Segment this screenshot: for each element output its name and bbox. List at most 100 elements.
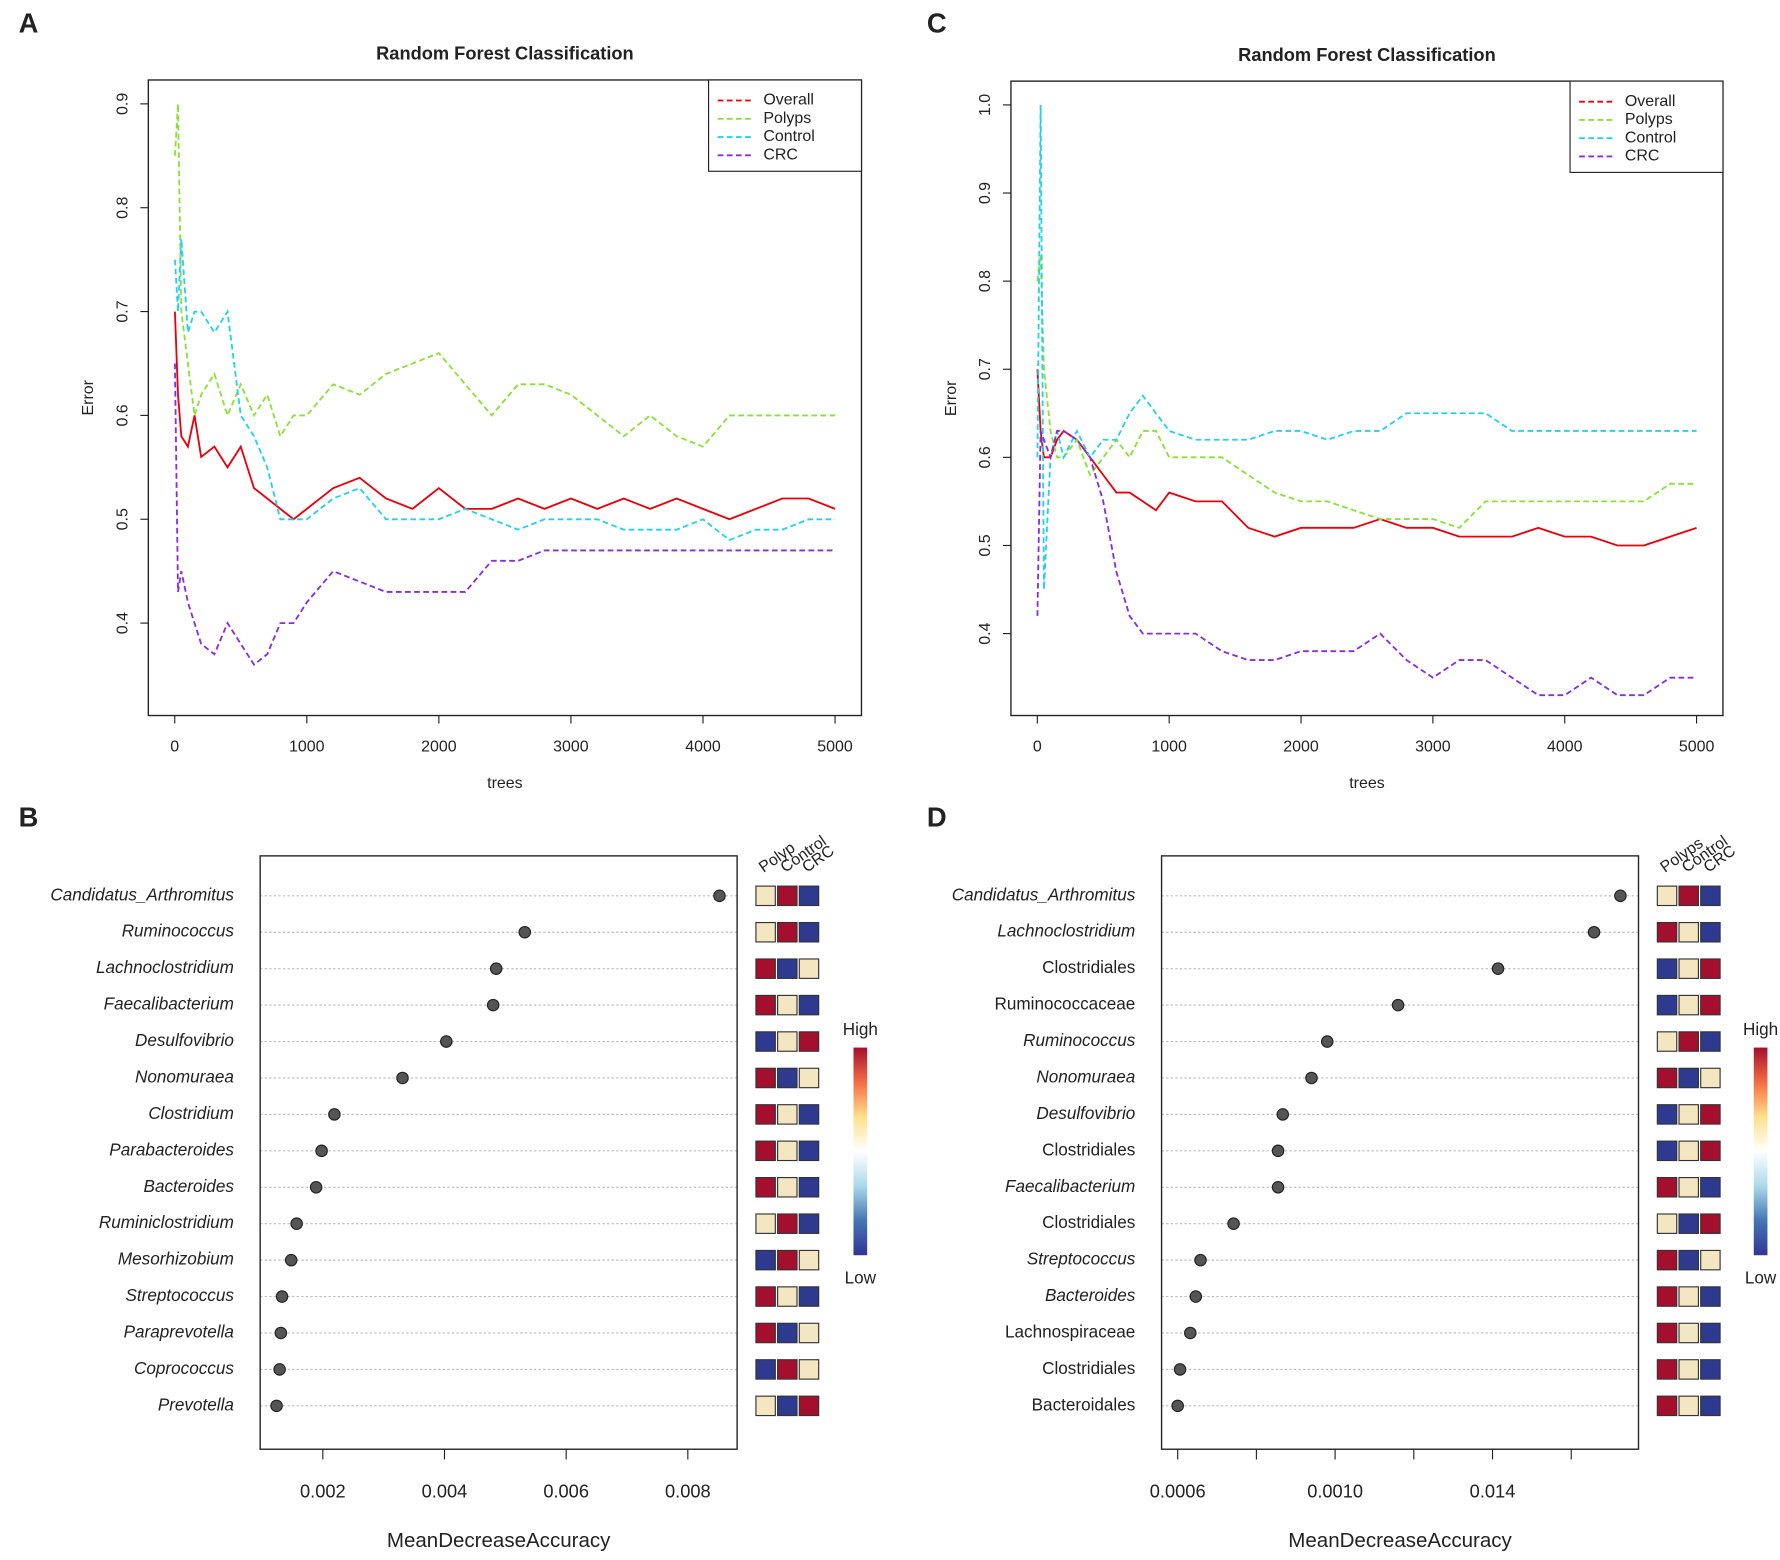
colorbar-low: Low [845, 1269, 877, 1288]
x-tick-label: 5000 [817, 739, 853, 756]
heat-cell [1678, 1249, 1699, 1271]
heat-cell [1700, 1286, 1721, 1307]
heat-cell [1700, 1067, 1721, 1089]
dot [328, 1108, 341, 1121]
plot-frame [147, 79, 863, 717]
category-label: Clostridiales [1042, 1213, 1135, 1232]
category-label: Streptococcus [125, 1286, 234, 1305]
heat-cell [1700, 1176, 1721, 1198]
category-label: Candidatus_Arthromitus [952, 885, 1136, 904]
heat-cell [777, 994, 798, 1016]
heat-cell [1656, 885, 1678, 907]
series-line [1036, 254, 1697, 529]
panel-letter: C [927, 7, 947, 38]
heat-cell [1700, 1104, 1721, 1125]
heat-cell [1700, 958, 1721, 979]
x-tick-label: 2000 [421, 739, 457, 756]
x-tick-label: 5000 [1679, 739, 1715, 756]
heat-cell [777, 1176, 798, 1198]
category-label: Clostridiales [1042, 958, 1135, 977]
x-axis-label: MeanDecreaseAccuracy [387, 1529, 611, 1552]
heat-cell [798, 1176, 820, 1198]
heat-cell [1656, 1322, 1678, 1344]
y-tick-label: 0.9 [114, 93, 131, 115]
plot-frame [1160, 855, 1640, 1450]
heat-cell [777, 921, 798, 943]
heat-cell [798, 1213, 820, 1234]
dot [275, 1290, 289, 1303]
y-tick-label: 0.6 [977, 446, 994, 468]
heat-cell [1700, 994, 1721, 1016]
heat-cell [755, 1249, 776, 1271]
series-line [174, 238, 836, 542]
heat-cell [755, 1359, 776, 1380]
category-label: Desulfovibrio [135, 1031, 234, 1050]
heat-cell [1678, 1322, 1699, 1344]
dot [1491, 962, 1505, 975]
dot [486, 998, 500, 1012]
dot [270, 1399, 283, 1413]
dot [518, 925, 532, 939]
chart-title: Random Forest Classification [376, 43, 634, 64]
heat-cell [1656, 1395, 1678, 1417]
heat-cell [755, 885, 776, 907]
dot [1173, 1363, 1187, 1376]
y-axis-label: Error [943, 380, 960, 416]
panel-letter: A [19, 7, 39, 38]
heat-cell [777, 1067, 798, 1089]
heat-cell [798, 1359, 820, 1380]
plot-frame [259, 855, 738, 1450]
x-tick-label: 0 [1033, 739, 1042, 756]
heat-cell [1700, 1031, 1721, 1052]
heat-cell [1656, 1031, 1678, 1052]
x-tick-label: 3000 [1415, 739, 1451, 756]
x-tick-label: 0.006 [543, 1480, 589, 1501]
heat-cell [777, 1104, 798, 1125]
dot [1276, 1108, 1290, 1121]
colorbar-low: Low [1745, 1269, 1777, 1288]
heat-cell [1678, 1104, 1699, 1125]
heat-cell [1656, 921, 1678, 943]
x-tick-label: 2000 [1283, 739, 1319, 756]
x-tick-label: 0.002 [300, 1480, 346, 1501]
heat-cell [798, 958, 820, 979]
dot [1189, 1290, 1203, 1303]
heat-cell [1678, 958, 1699, 979]
heat-cell [777, 958, 798, 979]
heat-cell [755, 921, 776, 943]
colorbar-high: High [843, 1020, 878, 1039]
heat-cell [755, 1322, 776, 1344]
series-line [1036, 430, 1697, 697]
series-line [174, 103, 836, 448]
dot [1587, 925, 1601, 939]
colorbar [853, 1047, 868, 1256]
chart-title: Random Forest Classification [1238, 44, 1496, 65]
heat-cell [1656, 1140, 1678, 1162]
category-label: Streptococcus [1027, 1250, 1136, 1269]
legend-label: CRC [763, 147, 798, 164]
heat-cell [1656, 1286, 1678, 1307]
category-label: Paraprevotella [124, 1323, 234, 1342]
dot [1194, 1253, 1207, 1267]
heat-cell [798, 921, 820, 943]
y-tick-label: 0.6 [114, 404, 131, 426]
heat-cell [755, 994, 776, 1016]
dot [1305, 1071, 1318, 1085]
heat-cell [1700, 1395, 1721, 1417]
heat-cell [777, 1213, 798, 1234]
heat-cell [1656, 1067, 1678, 1089]
heat-cell [777, 1249, 798, 1271]
category-label: Faecalibacterium [104, 995, 234, 1014]
dot [274, 1326, 288, 1340]
heat-cell [1656, 1359, 1678, 1380]
heat-cell [798, 1322, 820, 1344]
heat-cell [1678, 1176, 1699, 1198]
heat-cell [1678, 1140, 1699, 1162]
category-label: Ruminococcus [1023, 1031, 1136, 1050]
dot [713, 889, 726, 903]
heat-cell [798, 1067, 820, 1089]
category-label: Nonomuraea [1036, 1067, 1135, 1086]
heat-cell [755, 1031, 776, 1052]
heat-cell [1678, 1286, 1699, 1307]
category-label: Nonomuraea [135, 1067, 234, 1086]
